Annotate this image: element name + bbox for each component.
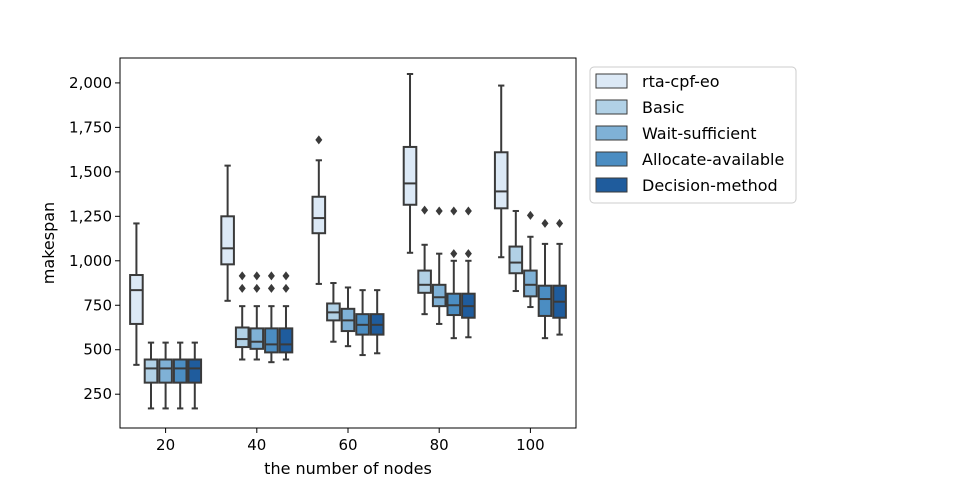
box-iqr (129, 274, 144, 325)
box-rta-cpf-eo-20 (129, 222, 144, 366)
x-axis: 20 40 60 80 100 (156, 428, 545, 454)
box-Decision-method-80 (461, 206, 476, 339)
y-tick-label: 2,000 (69, 74, 112, 92)
box-group (129, 73, 567, 410)
x-tick-label: 100 (516, 436, 545, 454)
legend-frame (589, 66, 797, 204)
box-Wait-sufficient-100 (523, 210, 538, 309)
box-Allocate-available-40 (264, 271, 279, 364)
x-tick-label: 40 (247, 436, 266, 454)
box-Basic-100 (508, 209, 524, 293)
box-rta-cpf-eo-40 (220, 164, 235, 302)
legend-label: rta-cpf-eo (642, 72, 720, 91)
box-iqr (311, 195, 327, 235)
box-iqr (278, 327, 294, 354)
legend-swatch (595, 151, 628, 167)
box-Wait-sufficient-80 (431, 206, 447, 325)
outlier-point (450, 206, 458, 216)
outlier-point (464, 206, 472, 216)
y-tick-label: 1,500 (69, 163, 112, 181)
box-Allocate-available-100 (537, 218, 553, 340)
legend-swatch (595, 99, 628, 115)
outlier-point (267, 283, 275, 293)
y-tick-label: 250 (83, 385, 112, 403)
outlier-point (315, 135, 323, 145)
outlier-point (267, 271, 275, 281)
box-Basic-80 (417, 205, 432, 316)
outlier-point (238, 283, 246, 293)
x-tick-label: 60 (338, 436, 357, 454)
outlier-point (282, 271, 290, 281)
box-iqr (143, 358, 159, 384)
outlier-point (541, 218, 549, 228)
x-tick-label: 80 (430, 436, 449, 454)
box-Basic-60 (326, 282, 341, 343)
box-iqr (431, 283, 447, 308)
y-tick-label: 1,250 (69, 207, 112, 225)
box-Allocate-available-20 (172, 341, 188, 410)
box-rta-cpf-eo-80 (402, 73, 418, 254)
box-iqr (220, 215, 235, 266)
box-iqr (417, 269, 432, 294)
legend-swatch (595, 125, 628, 141)
x-axis-label: the number of nodes (264, 459, 432, 478)
box-Decision-method-20 (187, 341, 203, 410)
box-rta-cpf-eo-100 (493, 84, 509, 259)
outlier-point (282, 283, 290, 293)
y-axis-label: makespan (39, 202, 58, 284)
outlier-point (464, 249, 472, 259)
box-iqr (264, 327, 279, 354)
y-tick-label: 500 (83, 341, 112, 359)
outlier-point (238, 271, 246, 281)
box-Decision-method-40 (278, 271, 294, 361)
box-Wait-sufficient-60 (340, 286, 356, 348)
outlier-point (253, 271, 261, 281)
plot-frame (119, 57, 577, 429)
box-rta-cpf-eo-60 (311, 135, 327, 285)
box-iqr (158, 358, 173, 384)
outlier-point (556, 218, 564, 228)
box-iqr (493, 151, 509, 210)
legend-label: Wait-sufficient (642, 124, 757, 143)
box-Wait-sufficient-20 (158, 341, 173, 410)
x-tick-label: 20 (156, 436, 175, 454)
y-tick-label: 1,750 (69, 118, 112, 136)
box-iqr (187, 358, 203, 384)
box-iqr (249, 327, 265, 350)
outlier-point (253, 283, 261, 293)
box-iqr (172, 358, 188, 384)
box-iqr (523, 269, 538, 298)
box-Basic-20 (143, 341, 159, 410)
legend-label: Decision-method (642, 176, 778, 195)
box-Decision-method-100 (552, 218, 567, 336)
box-iqr (234, 326, 250, 349)
y-axis: 250 500 750 1,000 1,250 1,500 1,750 2,000 (69, 74, 120, 403)
box-iqr (537, 284, 553, 317)
box-Decision-method-60 (369, 289, 385, 355)
outlier-point (526, 210, 534, 220)
box-Allocate-available-80 (446, 206, 462, 340)
legend-label: Allocate-available (642, 150, 784, 169)
box-Wait-sufficient-40 (249, 271, 265, 361)
y-tick-label: 1,000 (69, 252, 112, 270)
legend: rta-cpf-eo Basic Wait-sufficient Allocate-a… (589, 66, 797, 204)
box-Allocate-available-60 (355, 289, 370, 357)
outlier-point (435, 206, 443, 216)
outlier-point (450, 249, 458, 259)
legend-swatch (595, 73, 628, 89)
box-Basic-40 (234, 271, 250, 361)
outlier-point (421, 205, 429, 215)
legend-swatch (595, 177, 628, 193)
legend-label: Basic (642, 98, 684, 117)
y-tick-label: 750 (83, 296, 112, 314)
box-iqr (402, 145, 418, 206)
box-iqr (508, 245, 524, 275)
